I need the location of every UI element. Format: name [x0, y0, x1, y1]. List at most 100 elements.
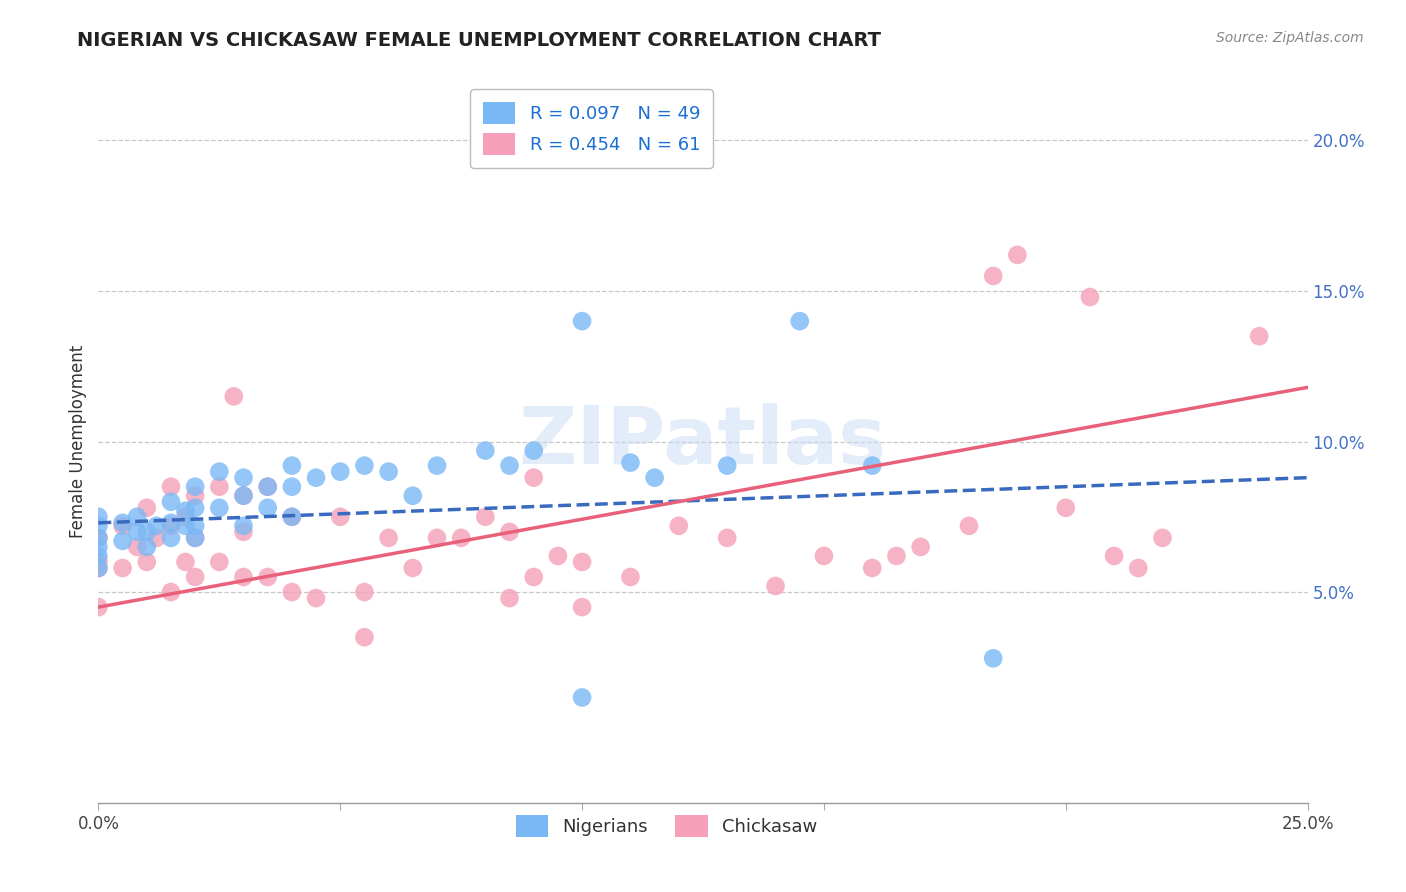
Point — [1078, 290, 1101, 304]
Point — [87, 555, 110, 569]
Point — [256, 480, 278, 494]
Legend: Nigerians, Chickasaw: Nigerians, Chickasaw — [509, 808, 825, 845]
Point — [644, 470, 666, 484]
Point — [232, 570, 254, 584]
Point — [668, 518, 690, 533]
Y-axis label: Female Unemployment: Female Unemployment — [69, 345, 87, 538]
Point — [281, 509, 304, 524]
Point — [87, 531, 110, 545]
Point — [377, 531, 399, 545]
Point — [87, 549, 110, 563]
Point — [184, 500, 207, 515]
Point — [160, 494, 183, 508]
Point — [174, 504, 197, 518]
Point — [281, 458, 304, 473]
Point — [208, 465, 231, 479]
Point — [474, 509, 496, 524]
Point — [1152, 531, 1174, 545]
Point — [281, 480, 304, 494]
Point — [174, 518, 197, 533]
Point — [87, 600, 110, 615]
Point — [256, 480, 278, 494]
Point — [377, 465, 399, 479]
Point — [498, 458, 520, 473]
Point — [329, 465, 352, 479]
Point — [1007, 248, 1029, 262]
Point — [1249, 329, 1271, 343]
Point — [208, 480, 231, 494]
Point — [619, 456, 641, 470]
Point — [957, 518, 980, 533]
Text: ZIPatlas: ZIPatlas — [519, 402, 887, 481]
Point — [256, 500, 278, 515]
Text: Source: ZipAtlas.com: Source: ZipAtlas.com — [1216, 31, 1364, 45]
Point — [87, 509, 110, 524]
Point — [305, 591, 328, 606]
Point — [174, 555, 197, 569]
Point — [127, 524, 149, 539]
Point — [208, 500, 231, 515]
Point — [160, 585, 183, 599]
Point — [222, 389, 245, 403]
Point — [450, 531, 472, 545]
Point — [184, 518, 207, 533]
Point — [523, 470, 546, 484]
Point — [547, 549, 569, 563]
Point — [426, 458, 449, 473]
Point — [184, 531, 207, 545]
Point — [329, 509, 352, 524]
Point — [145, 531, 167, 545]
Point — [232, 489, 254, 503]
Point — [813, 549, 835, 563]
Point — [402, 561, 425, 575]
Point — [232, 489, 254, 503]
Point — [860, 458, 883, 473]
Point — [281, 509, 304, 524]
Point — [474, 443, 496, 458]
Point — [523, 570, 546, 584]
Point — [184, 570, 207, 584]
Point — [208, 555, 231, 569]
Point — [127, 509, 149, 524]
Point — [127, 540, 149, 554]
Point — [523, 443, 546, 458]
Point — [765, 579, 787, 593]
Point — [87, 561, 110, 575]
Point — [111, 561, 134, 575]
Point — [716, 531, 738, 545]
Point — [232, 524, 254, 539]
Point — [87, 540, 110, 554]
Point — [1054, 500, 1077, 515]
Point — [111, 518, 134, 533]
Text: NIGERIAN VS CHICKASAW FEMALE UNEMPLOYMENT CORRELATION CHART: NIGERIAN VS CHICKASAW FEMALE UNEMPLOYMEN… — [77, 31, 882, 50]
Point — [87, 531, 110, 545]
Point — [402, 489, 425, 503]
Point — [160, 480, 183, 494]
Point — [716, 458, 738, 473]
Point — [498, 524, 520, 539]
Point — [619, 570, 641, 584]
Point — [135, 540, 157, 554]
Point — [135, 555, 157, 569]
Point — [160, 518, 183, 533]
Point — [789, 314, 811, 328]
Point — [281, 585, 304, 599]
Point — [571, 555, 593, 569]
Point — [174, 509, 197, 524]
Point — [135, 500, 157, 515]
Point — [87, 518, 110, 533]
Point — [886, 549, 908, 563]
Point — [571, 314, 593, 328]
Point — [1102, 549, 1125, 563]
Point — [184, 480, 207, 494]
Point — [353, 458, 375, 473]
Point — [111, 516, 134, 530]
Point — [232, 518, 254, 533]
Point — [160, 531, 183, 545]
Point — [860, 561, 883, 575]
Point — [571, 600, 593, 615]
Point — [305, 470, 328, 484]
Point — [1128, 561, 1150, 575]
Point — [184, 489, 207, 503]
Point — [981, 651, 1004, 665]
